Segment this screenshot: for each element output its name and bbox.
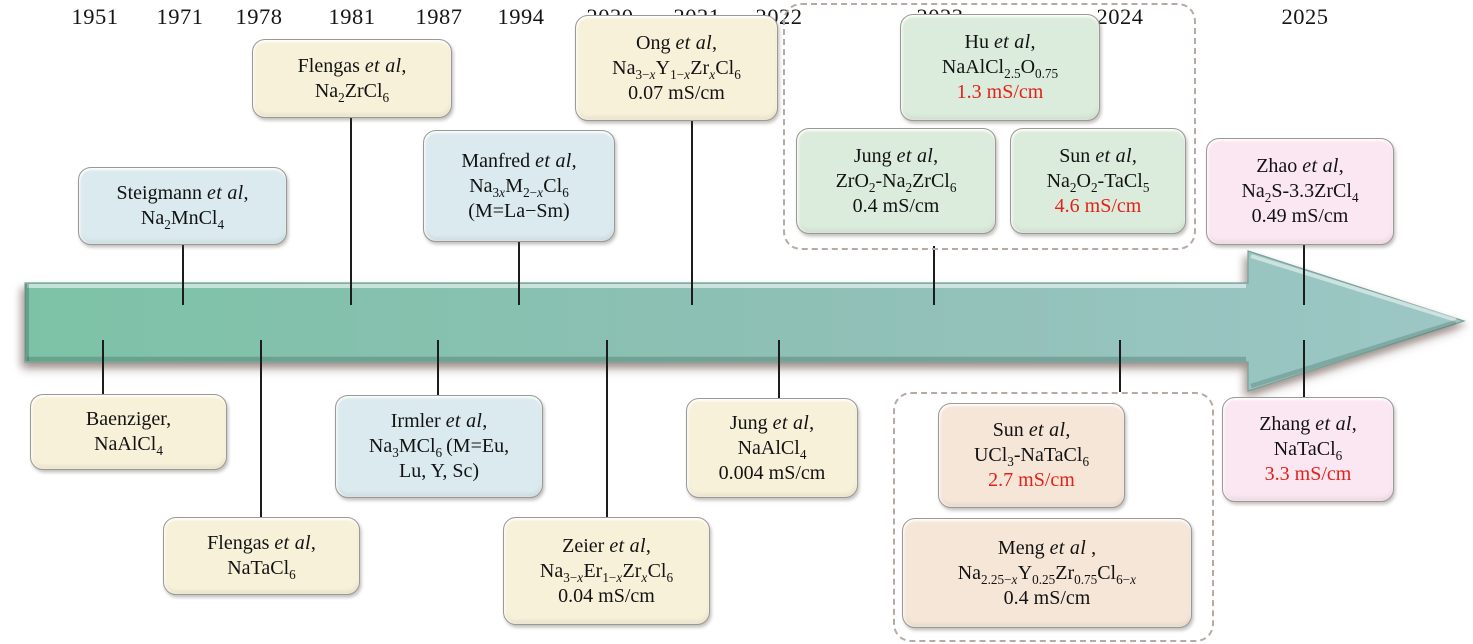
year-label-1978: 1978 — [235, 4, 283, 29]
box-formula-line: NaAlCl4 — [94, 433, 163, 458]
box-formula-line: NaAlCl4 — [737, 436, 807, 462]
box-title-line: Zeier et al, — [562, 534, 651, 557]
timeline-box-hu-2023: Hu et al, NaAlCl2.5O0.75 1.3 mS/cm — [900, 14, 1100, 121]
box-formula-line: Na3−xEr1−xZrxCl6 — [539, 559, 674, 585]
box-title-line: Steigmann et al, — [116, 182, 249, 204]
box-formula-line: Na2ZrCl6 — [314, 79, 390, 105]
box-formula-line: NaAlCl2.5O0.75 — [941, 56, 1059, 81]
connector-2020 — [606, 340, 608, 517]
connector-1987 — [437, 340, 439, 395]
box-title-line: Zhao et al, — [1256, 155, 1344, 177]
year-label-1981: 1981 — [328, 4, 376, 29]
connector-1951 — [102, 340, 104, 394]
timeline-box-sun-2023: Sun et al, Na2O2-TaCl5 4.6 mS/cm — [1010, 128, 1186, 234]
box-conductivity-line: 0.07 mS/cm — [628, 81, 725, 104]
box-conductivity-line: 1.3 mS/cm — [956, 81, 1044, 103]
box-conductivity-line: 0.49 mS/cm — [1251, 205, 1349, 227]
timeline-box-zeier-2020: Zeier et al, Na3−xEr1−xZrxCl6 0.04 mS/cm — [503, 517, 710, 625]
box-title-line: Flengas et al, — [207, 532, 316, 554]
connector-2025-top — [1303, 245, 1305, 305]
box-formula-line: Lu, Y, Sc) — [399, 460, 479, 482]
timeline-box-zhang-2025: Zhang et al, NaTaCl6 3.3 mS/cm — [1222, 397, 1394, 502]
box-title-line: Sun et al, — [1059, 144, 1137, 167]
box-conductivity-line: 0.004 mS/cm — [718, 461, 826, 484]
box-title-line: Flengas et al, — [297, 54, 407, 77]
box-formula-line: Na2MnCl4 — [140, 207, 225, 232]
timeline-box-baenziger-1951: Baenziger, NaAlCl4 — [30, 394, 227, 470]
timeline-box-jung-2023: Jung et al, ZrO2-Na2ZrCl6 0.4 mS/cm — [796, 128, 996, 234]
timeline-box-sun-2024: Sun et al, UCl3-NaTaCl6 2.7 mS/cm — [938, 403, 1125, 508]
box-conductivity-line: 2.7 mS/cm — [988, 469, 1075, 491]
box-conductivity-line: 3.3 mS/cm — [1264, 463, 1352, 485]
box-conductivity-line: 0.04 mS/cm — [558, 584, 655, 607]
box-title-line: Meng et al , — [997, 536, 1097, 559]
year-label-1971: 1971 — [156, 4, 204, 29]
box-title-line: Baenziger, — [85, 408, 172, 430]
box-title-line: Jung et al, — [729, 411, 815, 434]
connector-1981 — [350, 118, 352, 305]
year-label-1951: 1951 — [71, 4, 119, 29]
box-formula-line: Na3xM2−xCl6 — [469, 174, 569, 200]
connector-1978 — [260, 340, 262, 517]
connector-1971 — [182, 245, 184, 305]
box-title-line: Hu et al, — [964, 31, 1036, 53]
box-formula-line: UCl3-NaTaCl6 — [973, 444, 1090, 469]
box-title-line: Zhang et al, — [1259, 413, 1357, 435]
connector-2023 — [933, 246, 935, 305]
group-frame-2024 — [893, 392, 1214, 642]
box-title-line: Sun et al, — [992, 419, 1071, 441]
connector-2025-bottom — [1303, 340, 1305, 397]
timeline-box-irmler-1987: Irmler et al, Na3MCl6 (M=Eu, Lu, Y, Sc) — [335, 395, 543, 498]
year-label-2024: 2024 — [1096, 4, 1144, 29]
box-formula-line: Na2O2-TaCl5 — [1046, 169, 1150, 195]
box-title-line: Ong et al, — [636, 31, 717, 54]
group-frame-2023 — [783, 3, 1196, 250]
timeline-box-zhao-2025: Zhao et al, Na2S-3.3ZrCl4 0.49 mS/cm — [1206, 138, 1394, 245]
box-conductivity-line: 0.4 mS/cm — [1003, 586, 1091, 609]
timeline-box-meng-2024: Meng et al , Na2.25−xY0.25Zr0.75Cl6−x 0.… — [902, 518, 1192, 628]
timeline-box-flengas-1981: Flengas et al, Na2ZrCl6 — [252, 39, 452, 118]
connector-2024 — [1119, 340, 1121, 392]
connector-2021 — [691, 120, 693, 305]
year-label-1987: 1987 — [415, 4, 463, 29]
box-conductivity-line: 4.6 mS/cm — [1054, 194, 1142, 217]
box-formula-line: ZrO2-Na2ZrCl6 — [835, 169, 957, 195]
timeline-box-flengas-1978: Flengas et al, NaTaCl6 — [163, 517, 360, 595]
timeline-box-jung-2022: Jung et al, NaAlCl4 0.004 mS/cm — [686, 398, 858, 498]
box-formula-line: Na3−xY1−xZrxCl6 — [612, 56, 741, 82]
box-title-line: Irmler et al, — [390, 410, 488, 432]
box-title-line: Jung et al, — [853, 144, 939, 167]
connector-1994 — [518, 242, 520, 305]
box-formula-line: (M=La−Sm) — [468, 199, 570, 222]
timeline-box-ong-2021: Ong et al, Na3−xY1−xZrxCl6 0.07 mS/cm — [575, 15, 778, 121]
box-formula-line: NaTaCl6 — [1273, 438, 1343, 463]
timeline-box-steigmann-1971: Steigmann et al, Na2MnCl4 — [78, 167, 287, 245]
year-label-2025: 2025 — [1281, 4, 1329, 29]
connector-2022 — [778, 340, 780, 398]
box-formula-line: NaTaCl6 — [227, 557, 296, 582]
box-title-line: Manfred et al, — [461, 149, 577, 172]
box-formula-line: Na2.25−xY0.25Zr0.75Cl6−x — [957, 561, 1137, 587]
timeline-box-manfred-1994: Manfred et al, Na3xM2−xCl6 (M=La−Sm) — [423, 130, 615, 242]
box-conductivity-line: 0.4 mS/cm — [852, 194, 940, 217]
box-formula-line: Na2S-3.3ZrCl4 — [1241, 180, 1359, 205]
year-label-1994: 1994 — [497, 4, 545, 29]
box-formula-line: Na3MCl6 (M=Eu, — [368, 435, 510, 460]
